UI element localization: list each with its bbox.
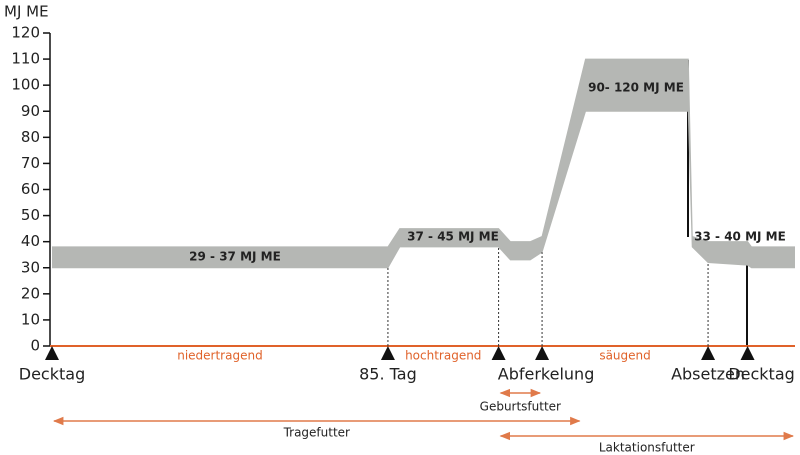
y-tick-label: 10 — [21, 310, 40, 328]
y-tick-label: 40 — [21, 232, 40, 250]
feed-label: Geburtsfutter — [480, 400, 561, 414]
event-marker — [491, 346, 506, 360]
event-marker — [45, 346, 59, 360]
y-tick-label: 100 — [11, 76, 40, 94]
feed-label: Tragefutter — [283, 426, 350, 440]
y-tick-label: 70 — [21, 154, 40, 172]
phase-label: hochtragend — [405, 349, 481, 363]
y-tick-label: 90 — [21, 102, 40, 120]
event-label: Absetzen — [671, 365, 745, 384]
event-label: Decktag — [728, 365, 794, 384]
y-tick-label: 30 — [21, 258, 40, 276]
y-tick-label: 20 — [21, 284, 40, 302]
band-label: 29 - 37 MJ ME — [189, 250, 281, 264]
band-lower-edge — [52, 110, 795, 269]
y-tick-label: 110 — [11, 50, 40, 68]
y-axis-label: MJ ME — [4, 3, 49, 21]
phase-label: säugend — [599, 349, 650, 363]
event-label: Decktag — [19, 365, 85, 384]
event-marker — [701, 346, 716, 360]
event-label: Abferkelung — [498, 365, 595, 384]
y-tick-label: 80 — [21, 128, 40, 146]
y-tick-label: 120 — [11, 24, 40, 42]
band-label: 90- 120 MJ ME — [588, 81, 684, 95]
band-label: 37 - 45 MJ ME — [407, 230, 499, 244]
event-marker — [535, 346, 550, 360]
band-label: 33 - 40 MJ ME — [694, 230, 786, 244]
y-tick-label: 0 — [30, 337, 40, 355]
event-label: 85. Tag — [359, 365, 417, 384]
event-marker — [740, 346, 755, 360]
event-marker — [380, 346, 395, 360]
y-tick-label: 60 — [21, 180, 40, 198]
feed-label: Laktationsfutter — [599, 441, 695, 455]
phase-label: niedertragend — [177, 349, 262, 363]
band-upper-edge — [52, 58, 795, 248]
y-tick-label: 50 — [21, 206, 40, 224]
